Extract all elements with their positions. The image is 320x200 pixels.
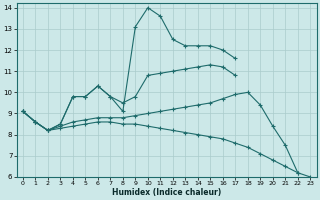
X-axis label: Humidex (Indice chaleur): Humidex (Indice chaleur) (112, 188, 221, 197)
